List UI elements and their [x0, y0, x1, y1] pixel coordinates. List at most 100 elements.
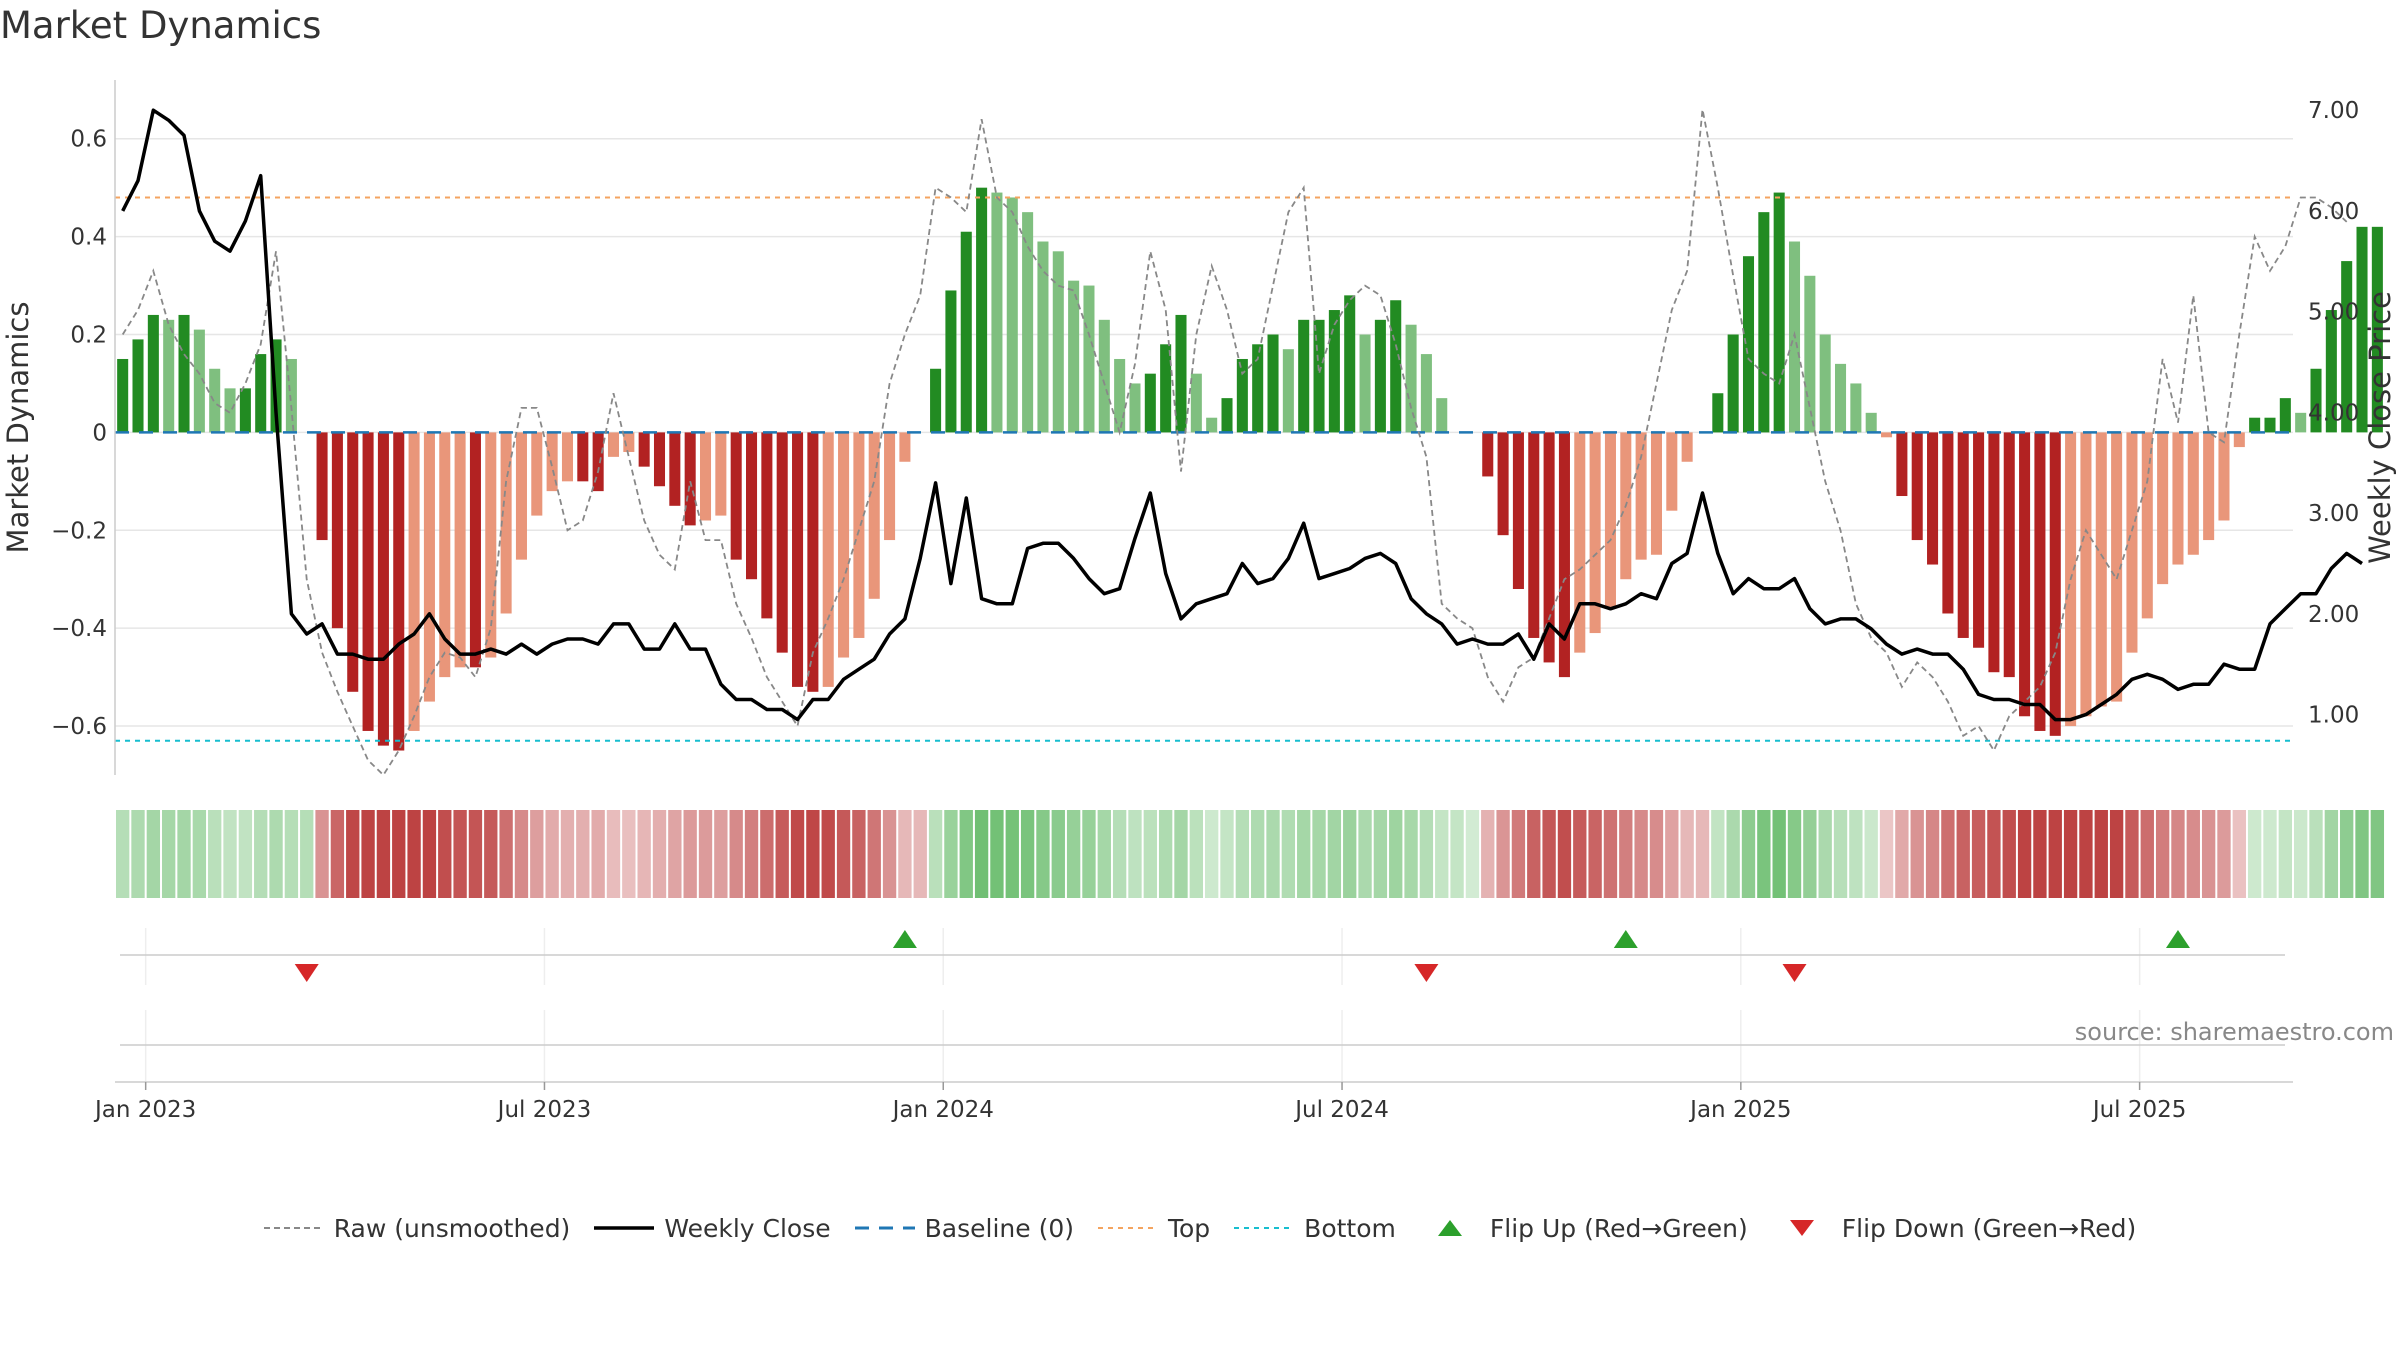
y-right-tick-label: 1.00 [2308, 703, 2359, 729]
dynamics-bar [1850, 383, 1862, 433]
regime-strip-cell [361, 810, 375, 898]
legend-label: Baseline (0) [924, 1213, 1074, 1243]
regime-strip-cell [1220, 810, 1234, 898]
regime-strip-cell [2217, 810, 2231, 898]
x-tick-label: Jan 2025 [1688, 1097, 1791, 1123]
dynamics-bar [853, 432, 865, 638]
y-right-tick-label: 5.00 [2308, 300, 2359, 326]
dynamics-bar [1574, 432, 1586, 653]
regime-strip-cell [1588, 810, 1602, 898]
dynamics-bar [1022, 212, 1034, 433]
dynamics-bar [1114, 358, 1126, 433]
dynamics-bar [2034, 432, 2046, 731]
dynamics-bar [454, 432, 466, 668]
regime-strip-cell [346, 810, 360, 898]
dynamics-bar [899, 432, 911, 462]
regime-strip-cell [2370, 810, 2385, 898]
dynamics-bar [377, 432, 389, 746]
dynamics-bar [822, 432, 834, 687]
y-right-tick-label: 7.00 [2308, 98, 2359, 124]
dynamics-bar [623, 432, 635, 452]
dynamics-bar [1973, 432, 1985, 648]
dynamics-bar [2218, 432, 2230, 521]
regime-strip-cell [2048, 810, 2062, 898]
regime-strip-cell [1711, 810, 1725, 898]
regime-strip-cell [1373, 810, 1388, 898]
dynamics-bar [362, 432, 374, 731]
dynamics-bar [1942, 432, 1954, 614]
regime-strip-cell [2140, 810, 2154, 898]
dynamics-bar [2111, 432, 2123, 702]
regime-strip-cell [1235, 810, 1250, 898]
regime-strip-cell [1343, 810, 1357, 898]
dynamics-bar [1420, 354, 1432, 433]
dynamics-bar [393, 432, 405, 751]
regime-strip-cell [867, 810, 881, 898]
legend-label: Raw (unsmoothed) [333, 1213, 571, 1243]
dynamics-bar [1482, 432, 1494, 477]
regime-strip-cell [2094, 810, 2108, 898]
dynamics-bar [1635, 432, 1647, 560]
regime-strip-cell [1833, 810, 1848, 898]
dynamics-bar [1589, 432, 1601, 634]
regime-strip-cell [928, 810, 943, 898]
dynamics-bar [1160, 344, 1172, 433]
dynamics-bar [868, 432, 880, 599]
regime-strip-cell [1020, 810, 1035, 898]
dynamics-bar [117, 358, 129, 433]
x-tick-label: Jul 2023 [496, 1097, 592, 1123]
flip-down-marker [294, 964, 319, 982]
regime-strip-cell [1496, 810, 1510, 898]
dynamics-bar [2157, 432, 2169, 585]
y-right-tick-label: 3.00 [2308, 501, 2359, 527]
regime-strip-cell [1987, 810, 2001, 898]
regime-strip-cell [1266, 810, 1280, 898]
regime-strip-cell [1465, 810, 1480, 898]
regime-strip-cell [192, 810, 207, 898]
regime-strip-cell [2109, 810, 2124, 898]
dynamics-bar [2279, 398, 2291, 433]
regime-strip-cell [514, 810, 529, 898]
regime-strip-cell [1956, 810, 1970, 898]
regime-strip-cell [1573, 810, 1587, 898]
regime-strip-cell [2309, 810, 2323, 898]
dynamics-bar [776, 432, 788, 653]
dynamics-bars [117, 187, 2383, 751]
regime-strip-cell [1803, 810, 1817, 898]
regime-strip-cell [744, 810, 759, 898]
dynamics-bar [1313, 319, 1325, 433]
regime-strip-cell [1665, 810, 1679, 898]
regime-strip-cell [1864, 810, 1878, 898]
dynamics-bar [884, 432, 896, 541]
dynamics-bar [1957, 432, 1969, 638]
empty-panel [115, 1010, 2293, 1085]
regime-strip-cell [131, 810, 145, 898]
dynamics-bar [270, 339, 282, 433]
dynamics-bar [1068, 280, 1080, 433]
regime-strip-cell [652, 810, 667, 898]
dynamics-bar [838, 432, 850, 658]
regime-strip-cell [162, 810, 176, 898]
regime-strip-cell [146, 810, 161, 898]
legend-item-flip_down: Flip Down (Green→Red) [1772, 1214, 2136, 1243]
flip_up-legend-swatch [1437, 1220, 1462, 1236]
x-tick-label: Jul 2024 [1293, 1097, 1389, 1123]
dynamics-bar [1405, 324, 1417, 433]
y-left-tick-label: 0.2 [70, 323, 107, 349]
regime-strip-cell [898, 810, 912, 898]
regime-strip-cell [453, 810, 467, 898]
regime-strip-cell [1419, 810, 1434, 898]
y-left-tick-label: 0.4 [70, 225, 107, 251]
dynamics-bar [147, 314, 159, 433]
regime-strip-cell [2355, 810, 2369, 898]
dynamics-bar [209, 368, 221, 433]
baseline-legend-swatch [854, 1226, 915, 1230]
regime-strip-cell [729, 810, 743, 898]
regime-strip-cell [300, 810, 314, 898]
dynamics-bar [730, 432, 742, 560]
regime-strip-cell [1005, 810, 1019, 898]
dynamics-bar [423, 432, 435, 702]
dynamics-bar [1037, 241, 1049, 433]
dynamics-bar [2049, 432, 2061, 736]
x-tick-label: Jan 2023 [93, 1097, 196, 1123]
